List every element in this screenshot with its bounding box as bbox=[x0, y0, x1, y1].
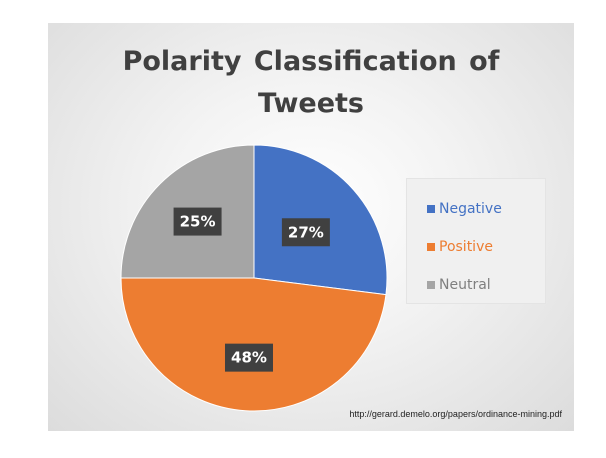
legend-item-positive: Positive bbox=[427, 239, 493, 255]
legend-item-neutral: Neutral bbox=[427, 277, 491, 293]
data-label-negative: 27% bbox=[281, 218, 330, 247]
data-label-box-negative bbox=[281, 218, 330, 247]
legend-swatch-positive bbox=[427, 243, 435, 251]
data-label-text-neutral: 25% bbox=[180, 213, 216, 231]
chart-area: Polarity Classification of Tweets 27% 48%… bbox=[48, 23, 574, 431]
data-label-text-negative: 27% bbox=[288, 223, 324, 241]
data-label-box-neutral bbox=[173, 207, 222, 236]
data-label-positive: 48% bbox=[224, 343, 273, 372]
chart-title-line-2: Tweets bbox=[258, 88, 364, 119]
legend-item-negative: Negative bbox=[427, 201, 502, 217]
data-label-box-positive bbox=[224, 343, 273, 372]
pie-chart: 27% 48% 25% bbox=[120, 144, 388, 412]
legend: Negative Positive Neutral bbox=[406, 178, 546, 304]
source-note: http://gerard.demelo.org/papers/ordinanc… bbox=[349, 409, 562, 419]
legend-label-negative: Negative bbox=[439, 201, 502, 217]
legend-swatch-negative bbox=[427, 205, 435, 213]
legend-label-neutral: Neutral bbox=[439, 277, 491, 293]
data-label-neutral: 25% bbox=[173, 207, 222, 236]
chart-title: Polarity Classification of Tweets bbox=[48, 41, 574, 125]
legend-label-positive: Positive bbox=[439, 239, 493, 255]
legend-swatch-neutral bbox=[427, 281, 435, 289]
data-label-text-positive: 48% bbox=[231, 349, 267, 367]
chart-title-line-1: Polarity Classification of bbox=[122, 46, 500, 77]
